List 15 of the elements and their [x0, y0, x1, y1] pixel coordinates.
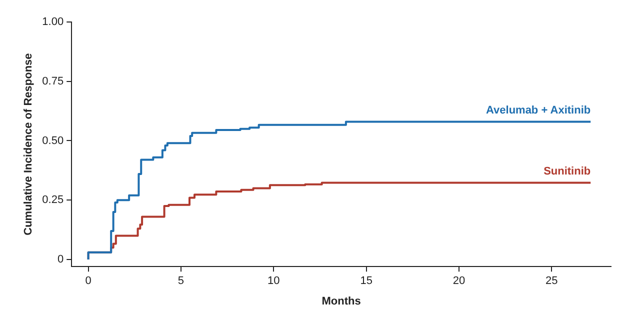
- series-label: Avelumab + Axitinib: [486, 104, 591, 116]
- x-tick-label: 0: [85, 275, 92, 288]
- x-tick-label: 5: [178, 275, 184, 288]
- y-tick-label: 0.50: [42, 134, 64, 147]
- y-tick-label: 0.75: [42, 75, 64, 88]
- x-tick-label: 20: [452, 275, 466, 288]
- x-tick-label: 10: [268, 275, 280, 288]
- y-axis-title: Cumulative Incidence of Response: [22, 53, 35, 236]
- series-label: Sunitinib: [544, 165, 591, 178]
- x-tick-label: 15: [360, 275, 372, 288]
- y-tick-label: 0: [57, 254, 64, 266]
- y-tick-label: 1.00: [42, 16, 64, 28]
- y-tick-label: 0.25: [42, 194, 64, 206]
- x-tick-label: 25: [546, 275, 558, 288]
- x-axis-title: Months: [322, 295, 361, 308]
